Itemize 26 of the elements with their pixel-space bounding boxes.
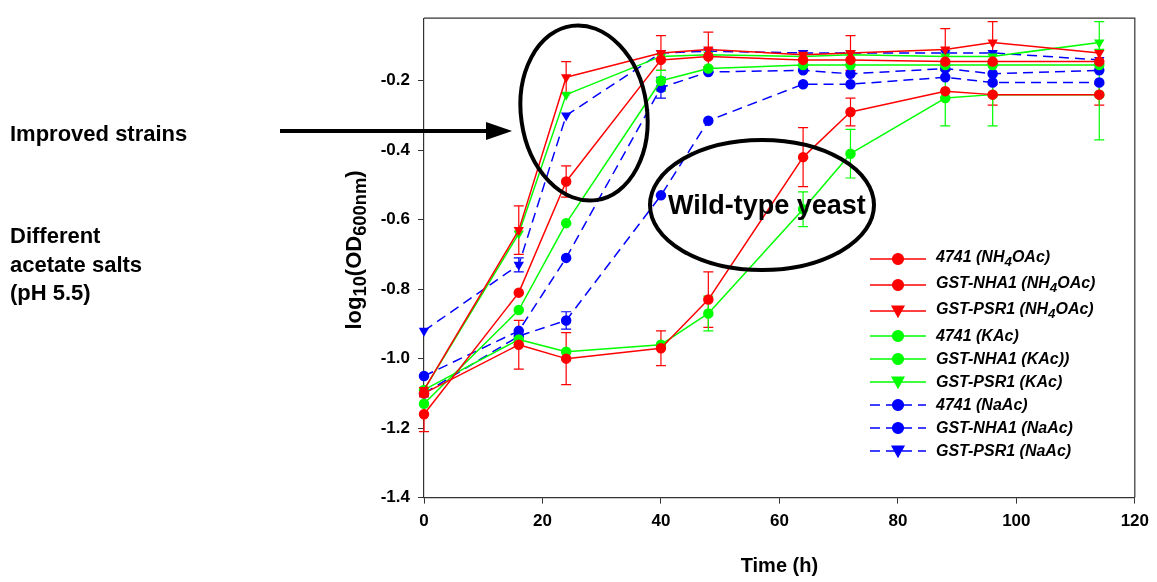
y-tick-label: -0.8 — [380, 278, 410, 298]
x-tick-label: 120 — [1120, 511, 1150, 531]
x-tick-label: 60 — [769, 511, 789, 531]
x-tick-label: 0 — [419, 511, 429, 531]
x-tick-label: 100 — [1002, 511, 1031, 531]
x-tick-label: 80 — [888, 511, 908, 531]
text: Improved strains — [10, 120, 189, 148]
y-tick-label: -0.2 — [380, 70, 410, 90]
legend-label: GST-NHA1 (KAc)) — [936, 349, 1070, 368]
y-tick-label: -0.6 — [380, 209, 410, 229]
x-tick-label: 20 — [533, 511, 552, 531]
y-tick-label: -0.4 — [380, 139, 411, 159]
text: Different acetate salts (pH 5.5) — [10, 222, 144, 308]
legend-label: GST-PSR1 (NH$_{4}$OAc) — [936, 300, 1094, 322]
y-tick-label: -1.0 — [380, 348, 410, 368]
legend-label: 4741 (NaAc) — [936, 395, 1028, 414]
legend-label: GST-PSR1 (KAc) — [936, 372, 1063, 391]
legend-label: 4741 (KAc) — [936, 326, 1019, 345]
y-tick-label: -1.2 — [380, 417, 410, 437]
y-tick-label: -1.4 — [380, 487, 411, 507]
x-tick-label: 40 — [651, 511, 671, 531]
legend-label: GST-NHA1 (NaAc) — [936, 418, 1073, 437]
x-axis-title: Time (h) — [740, 553, 819, 576]
legend-label: GST-PSR1 (NaAc) — [936, 441, 1072, 460]
legend-label: GST-NHA1 (NH$_{4}$OAc) — [936, 274, 1096, 296]
legend-label: 4741 (NH$_{4}$OAc) — [936, 248, 1051, 270]
